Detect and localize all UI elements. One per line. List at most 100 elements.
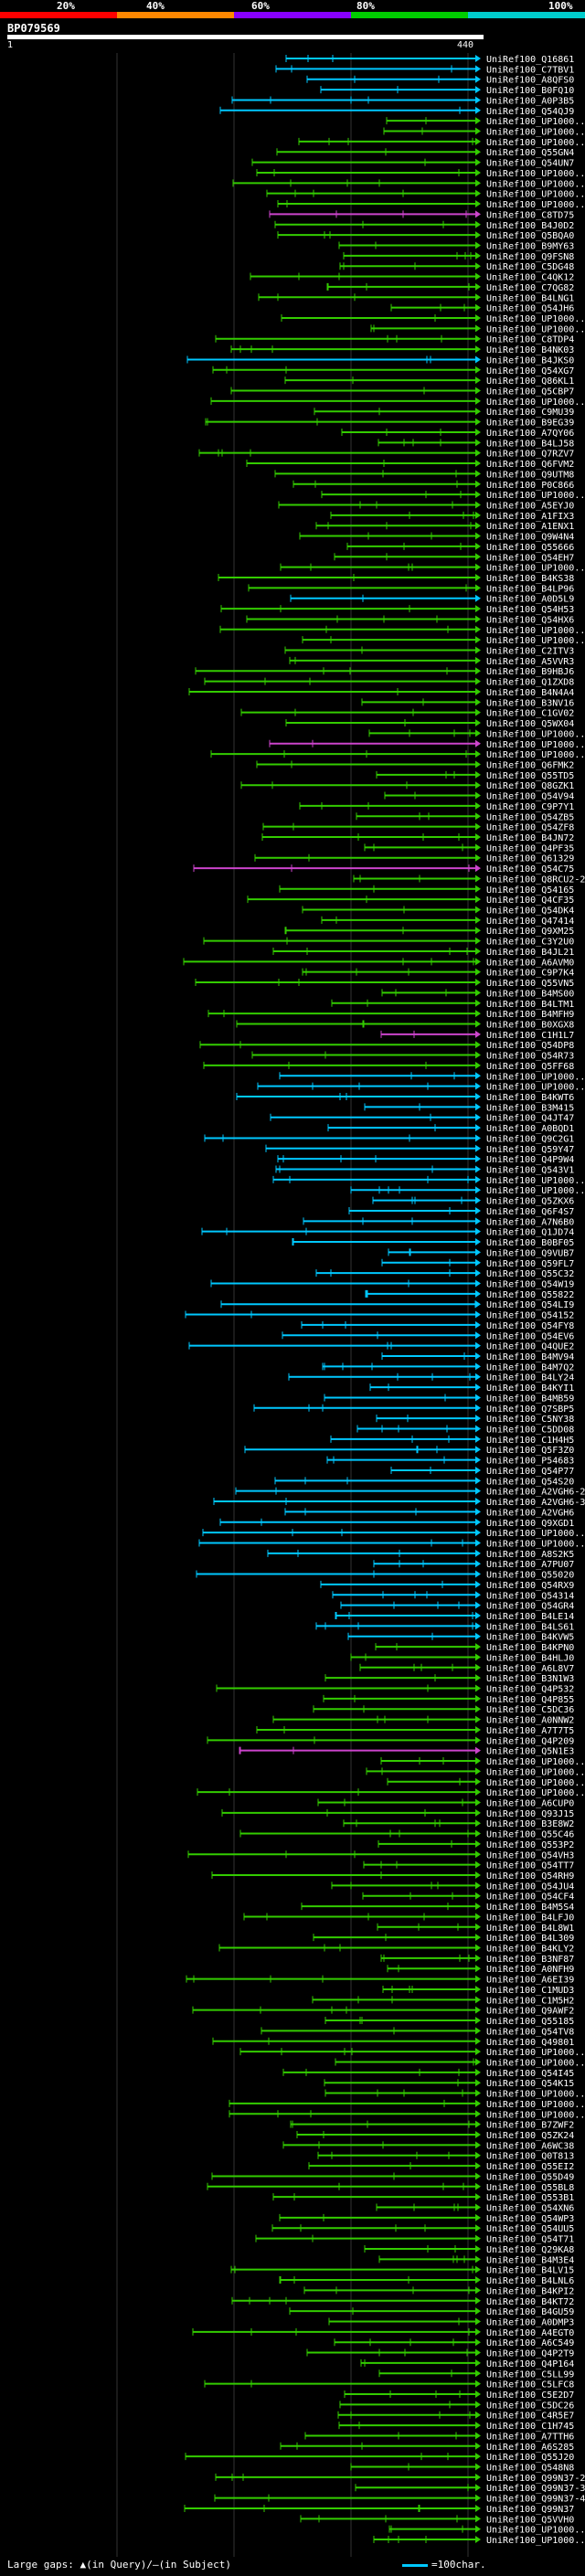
hit-label[interactable]: UniRef100_B4M5S4 bbox=[486, 1903, 574, 1913]
hit-row[interactable]: UniRef100_Q54P77 bbox=[390, 1466, 574, 1477]
hit-row[interactable]: UniRef100_Q54EV6 bbox=[282, 1331, 574, 1341]
hit-label[interactable]: UniRef100_A7TTH6 bbox=[486, 2432, 574, 2442]
hit-row[interactable]: UniRef100_B9MY63 bbox=[338, 241, 574, 251]
hit-label[interactable]: UniRef100_B4MS00 bbox=[486, 989, 574, 999]
hit-label[interactable]: UniRef100_Q54S20 bbox=[486, 1477, 574, 1487]
hit-row[interactable]: UniRef100_A2VGH6-3 bbox=[213, 1498, 585, 1508]
hit-label[interactable]: UniRef100_C5DC36 bbox=[486, 1705, 574, 1715]
hit-row[interactable]: UniRef100_B4LFJ0 bbox=[243, 1913, 574, 1923]
hit-row[interactable]: UniRef100_B4KWT6 bbox=[236, 1093, 574, 1103]
hit-label[interactable]: UniRef100_A7QY06 bbox=[486, 429, 574, 439]
hit-label[interactable]: UniRef100_Q54RX9 bbox=[486, 1581, 574, 1591]
hit-row[interactable]: UniRef100_Q54W19 bbox=[210, 1279, 574, 1289]
hit-row[interactable]: UniRef100_Q59Y47 bbox=[265, 1144, 574, 1155]
hit-label[interactable]: UniRef100_UP1000... bbox=[486, 179, 585, 189]
hit-row[interactable]: UniRef100_Q4P9W4 bbox=[277, 1155, 574, 1165]
hit-label[interactable]: UniRef100_B4KVW5 bbox=[486, 1633, 574, 1643]
hit-label[interactable]: UniRef100_A6S285 bbox=[486, 2443, 574, 2453]
hit-row[interactable]: UniRef100_A4EGT0 bbox=[192, 2327, 574, 2338]
hit-row[interactable]: UniRef100_B0BF05 bbox=[292, 1238, 574, 1248]
hit-row[interactable]: UniRef100_Q54C75 bbox=[193, 864, 574, 875]
hit-label[interactable]: UniRef100_Q54LI9 bbox=[486, 1300, 574, 1310]
hit-row[interactable]: UniRef100_B4J0D2 bbox=[274, 220, 574, 231]
hit-label[interactable]: UniRef100_B4JN72 bbox=[486, 833, 574, 843]
hit-row[interactable]: UniRef100_B4HLJ0 bbox=[350, 1653, 574, 1663]
hit-row[interactable]: UniRef100_C5DG48 bbox=[339, 262, 574, 272]
hit-label[interactable]: UniRef100_Q6FVM2 bbox=[486, 460, 574, 470]
hit-row[interactable]: UniRef100_Q55GN4 bbox=[276, 148, 574, 158]
hit-label[interactable]: UniRef100_Q55VN5 bbox=[486, 979, 574, 989]
hit-label[interactable]: UniRef100_C8TD75 bbox=[486, 210, 574, 220]
hit-label[interactable]: UniRef100_C9P7K4 bbox=[486, 969, 574, 979]
hit-row[interactable]: UniRef100_C5E2D7 bbox=[344, 2390, 574, 2401]
hit-row[interactable]: UniRef100_Q548N8 bbox=[350, 2463, 574, 2474]
hit-label[interactable]: UniRef100_Q99N37-2 bbox=[486, 2474, 585, 2484]
hit-label[interactable]: UniRef100_UP1000... bbox=[486, 190, 585, 200]
hit-label[interactable]: UniRef100_Q4QUE2 bbox=[486, 1342, 574, 1352]
hit-row[interactable]: UniRef100_C8TD75 bbox=[269, 210, 574, 220]
hit-row[interactable]: UniRef100_Q55020 bbox=[196, 1570, 574, 1581]
hit-row[interactable]: UniRef100_P54683 bbox=[326, 1456, 574, 1467]
hit-label[interactable]: UniRef100_A8S2K5 bbox=[486, 1550, 574, 1560]
hit-label[interactable]: UniRef100_Q4P855 bbox=[486, 1695, 574, 1705]
hit-row[interactable]: UniRef100_Q553B1 bbox=[272, 2193, 574, 2203]
hit-label[interactable]: UniRef100_C7TBV1 bbox=[486, 65, 574, 75]
hit-row[interactable]: UniRef100_A6C549 bbox=[334, 2338, 574, 2348]
hit-row[interactable]: UniRef100_Q5ZK24 bbox=[296, 2131, 574, 2141]
hit-row[interactable]: UniRef100_B4N4A4 bbox=[188, 687, 574, 698]
hit-label[interactable]: UniRef100_B4J0D2 bbox=[486, 221, 574, 231]
hit-label[interactable]: UniRef100_Q4P164 bbox=[486, 2359, 574, 2369]
hit-row[interactable]: UniRef100_Q47414 bbox=[321, 916, 574, 927]
hit-row[interactable]: UniRef100_B4LS61 bbox=[315, 1622, 574, 1632]
hit-row[interactable]: UniRef100_Q1JD74 bbox=[201, 1227, 574, 1238]
hit-row[interactable]: UniRef100_B3E8W2 bbox=[343, 1819, 574, 1829]
hit-row[interactable]: UniRef100_C2ITV3 bbox=[284, 646, 574, 657]
hit-label[interactable]: UniRef100_C5LFC8 bbox=[486, 2380, 574, 2390]
hit-row[interactable]: UniRef100_B0FQ10 bbox=[320, 86, 574, 96]
hit-label[interactable]: UniRef100_B9EG39 bbox=[486, 419, 574, 429]
hit-row[interactable]: UniRef100_B3NV16 bbox=[361, 698, 574, 708]
hit-label[interactable]: UniRef100_B4LFJ0 bbox=[486, 1913, 574, 1923]
hit-label[interactable]: UniRef100_Q543V1 bbox=[486, 1166, 574, 1176]
hit-label[interactable]: UniRef100_B4KYI1 bbox=[486, 1383, 574, 1394]
hit-row[interactable]: UniRef100_Q9XGD1 bbox=[219, 1518, 574, 1529]
hit-row[interactable]: UniRef100_UP1000... bbox=[239, 2048, 585, 2058]
hit-label[interactable]: UniRef100_Q54EH7 bbox=[486, 553, 574, 563]
hit-label[interactable]: UniRef100_UP1000... bbox=[486, 1186, 585, 1196]
hit-row[interactable]: UniRef100_Q8RCU2-2 bbox=[353, 875, 585, 885]
hit-row[interactable]: UniRef100_Q54314 bbox=[332, 1591, 574, 1601]
hit-label[interactable]: UniRef100_Q55C46 bbox=[486, 1830, 574, 1840]
hit-label[interactable]: UniRef100_Q5ZK24 bbox=[486, 2131, 574, 2141]
hit-row[interactable]: UniRef100_Q93J15 bbox=[221, 1808, 574, 1819]
hit-label[interactable]: UniRef100_B0BF05 bbox=[486, 1238, 574, 1248]
hit-row[interactable]: UniRef100_Q6F4S7 bbox=[348, 1206, 574, 1217]
hit-label[interactable]: UniRef100_B4KLY2 bbox=[486, 1945, 574, 1955]
hit-label[interactable]: UniRef100_Q99N37 bbox=[486, 2505, 574, 2515]
hit-row[interactable]: UniRef100_B4JKS0 bbox=[186, 355, 574, 366]
hit-row[interactable]: UniRef100_Q4P532 bbox=[216, 1684, 574, 1695]
hit-label[interactable]: UniRef100_C1H745 bbox=[486, 2422, 574, 2432]
hit-label[interactable]: UniRef100_Q54152 bbox=[486, 1311, 574, 1321]
hit-row[interactable]: UniRef100_Q4P855 bbox=[323, 1694, 574, 1705]
hit-label[interactable]: UniRef100_Q553B1 bbox=[486, 2193, 574, 2203]
hit-label[interactable]: UniRef100_Q9W4N4 bbox=[486, 533, 574, 543]
hit-label[interactable]: UniRef100_B4M3E4 bbox=[486, 2255, 574, 2265]
hit-label[interactable]: UniRef100_UP1000... bbox=[486, 2090, 585, 2100]
hit-row[interactable]: UniRef100_Q55TD5 bbox=[376, 770, 574, 781]
hit-row[interactable]: UniRef100_Q5BQA0 bbox=[277, 231, 574, 241]
hit-label[interactable]: UniRef100_A4EGT0 bbox=[486, 2328, 574, 2338]
hit-label[interactable]: UniRef100_A5EYJ0 bbox=[486, 501, 574, 511]
hit-row[interactable]: UniRef100_A6L8V7 bbox=[359, 1663, 574, 1674]
hit-row[interactable]: UniRef100_Q54TV8 bbox=[261, 2027, 574, 2037]
hit-row[interactable]: UniRef100_Q55J20 bbox=[185, 2453, 574, 2463]
hit-row[interactable]: UniRef100_Q55VN5 bbox=[195, 979, 574, 989]
hit-row[interactable]: UniRef100_C5LFC8 bbox=[204, 2380, 574, 2390]
hit-label[interactable]: UniRef100_C9P7Y1 bbox=[486, 802, 574, 812]
hit-label[interactable]: UniRef100_Q54P77 bbox=[486, 1467, 574, 1477]
hit-label[interactable]: UniRef100_UP1000... bbox=[486, 750, 585, 760]
hit-row[interactable]: UniRef100_C8TDP4 bbox=[215, 334, 574, 345]
hit-label[interactable]: UniRef100_C2ITV3 bbox=[486, 647, 574, 657]
hit-label[interactable]: UniRef100_C1MUD3 bbox=[486, 1986, 574, 1996]
hit-row[interactable]: UniRef100_Q5F3Z0 bbox=[244, 1446, 574, 1456]
hit-label[interactable]: UniRef100_B4KS38 bbox=[486, 574, 574, 584]
